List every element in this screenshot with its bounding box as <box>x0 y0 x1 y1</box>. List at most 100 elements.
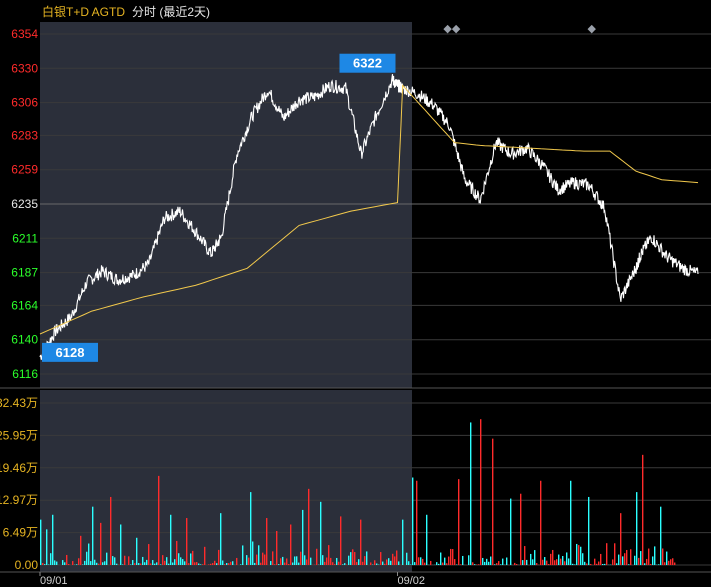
volume-axis: 32.43万 25.95万 19.46万 12.97万 6.49万 0.00 <box>0 396 38 572</box>
volume-bar <box>558 554 560 565</box>
volume-bar <box>562 556 564 565</box>
volume-bar <box>224 564 226 565</box>
volume-bar <box>438 563 440 565</box>
volume-bar <box>502 558 504 565</box>
volume-bar <box>56 561 58 565</box>
volume-bar <box>576 543 578 565</box>
volume-bar <box>638 557 640 565</box>
volume-bar <box>474 564 476 565</box>
volume-bar <box>284 562 286 565</box>
volume-bar <box>340 516 342 565</box>
volume-bar <box>430 560 432 565</box>
volume-bar <box>202 564 204 565</box>
volume-bar <box>374 560 376 565</box>
volume-bar <box>304 555 306 565</box>
volume-bar <box>86 551 88 565</box>
volume-bar <box>218 549 220 565</box>
volume-bar <box>228 563 230 565</box>
volume-bar <box>458 479 460 565</box>
volume-bar <box>616 563 618 565</box>
volume-bar <box>110 496 112 565</box>
volume-bar <box>392 553 394 565</box>
volume-bar <box>390 560 392 565</box>
volume-bar <box>142 556 144 565</box>
volume-bar <box>98 563 100 565</box>
volume-bar <box>242 545 244 565</box>
volume-bar <box>472 562 474 565</box>
volume-bar <box>436 562 438 565</box>
price-lines <box>39 74 699 360</box>
volume-bar <box>490 556 492 565</box>
volume-bar <box>182 559 184 565</box>
volume-bar <box>596 563 598 565</box>
volume-bar <box>636 492 638 565</box>
volume-bar <box>446 563 448 565</box>
volume-bar <box>486 558 488 565</box>
event-marker[interactable]: ◆ <box>588 23 597 35</box>
volume-bar <box>192 550 194 565</box>
time-tick-label: 09/01 <box>40 575 68 587</box>
volume-bar <box>52 514 54 565</box>
volume-tick-label: 12.97万 <box>0 493 38 507</box>
volume-bar <box>456 564 458 565</box>
volume-bar <box>102 562 104 565</box>
event-marker[interactable]: ◆◆ <box>443 23 460 35</box>
volume-bar <box>492 438 494 565</box>
volume-bar <box>66 554 68 565</box>
volume-bar <box>140 563 142 565</box>
volume-tick-label: 6.49万 <box>3 526 38 540</box>
callout-label: 6128 <box>56 345 85 360</box>
volume-bar <box>250 492 252 565</box>
volume-bar <box>162 555 164 565</box>
volume-bar <box>626 549 628 565</box>
volume-bar <box>172 562 174 565</box>
volume-bar <box>254 562 256 565</box>
volume-bar <box>494 564 496 565</box>
volume-bar <box>580 546 582 565</box>
volume-bar <box>590 564 592 565</box>
volume-bar <box>220 513 222 565</box>
volume-bar <box>556 559 558 565</box>
volume-bar <box>124 555 126 565</box>
volume-bar <box>210 563 212 565</box>
volume-bar <box>232 561 234 565</box>
time-axis: 09/01 09/02 <box>39 572 425 587</box>
volume-bar <box>452 549 454 565</box>
volume-bar <box>272 551 274 565</box>
volume-bar <box>614 543 616 565</box>
volume-bar <box>628 564 630 565</box>
volume-bar <box>370 562 372 565</box>
price-tick-label: 6140 <box>11 333 38 347</box>
volume-bar <box>510 498 512 565</box>
volume-bar <box>286 558 288 565</box>
volume-bar <box>240 564 242 565</box>
volume-bar <box>106 552 108 565</box>
volume-bar <box>620 513 622 565</box>
volume-bar <box>624 553 626 565</box>
volume-bar <box>132 560 134 565</box>
volume-bar <box>366 551 368 565</box>
volume-bar <box>348 555 350 565</box>
volume-bar <box>642 454 644 565</box>
price-tick-label: 6354 <box>11 27 38 41</box>
volume-bar <box>330 557 332 565</box>
volume-bar <box>594 558 596 565</box>
price-line <box>39 74 699 360</box>
volume-bar <box>376 563 378 565</box>
volume-bar <box>136 537 138 565</box>
volume-tick-label: 0.00 <box>15 558 39 572</box>
volume-bar <box>148 544 150 565</box>
volume-bar <box>672 558 674 565</box>
volume-tick-label: 25.95万 <box>0 428 38 442</box>
volume-bar <box>166 557 168 565</box>
volume-bar <box>650 563 652 565</box>
volume-bar <box>64 562 66 565</box>
volume-bar <box>320 501 322 565</box>
volume-bar <box>164 560 166 565</box>
volume-bar <box>666 551 668 565</box>
chart-title: 白银T+D AGTD <box>42 4 125 19</box>
volume-bar <box>364 556 366 565</box>
volume-bar <box>302 509 304 565</box>
volume-bar <box>412 477 414 565</box>
volume-bar <box>322 555 324 565</box>
